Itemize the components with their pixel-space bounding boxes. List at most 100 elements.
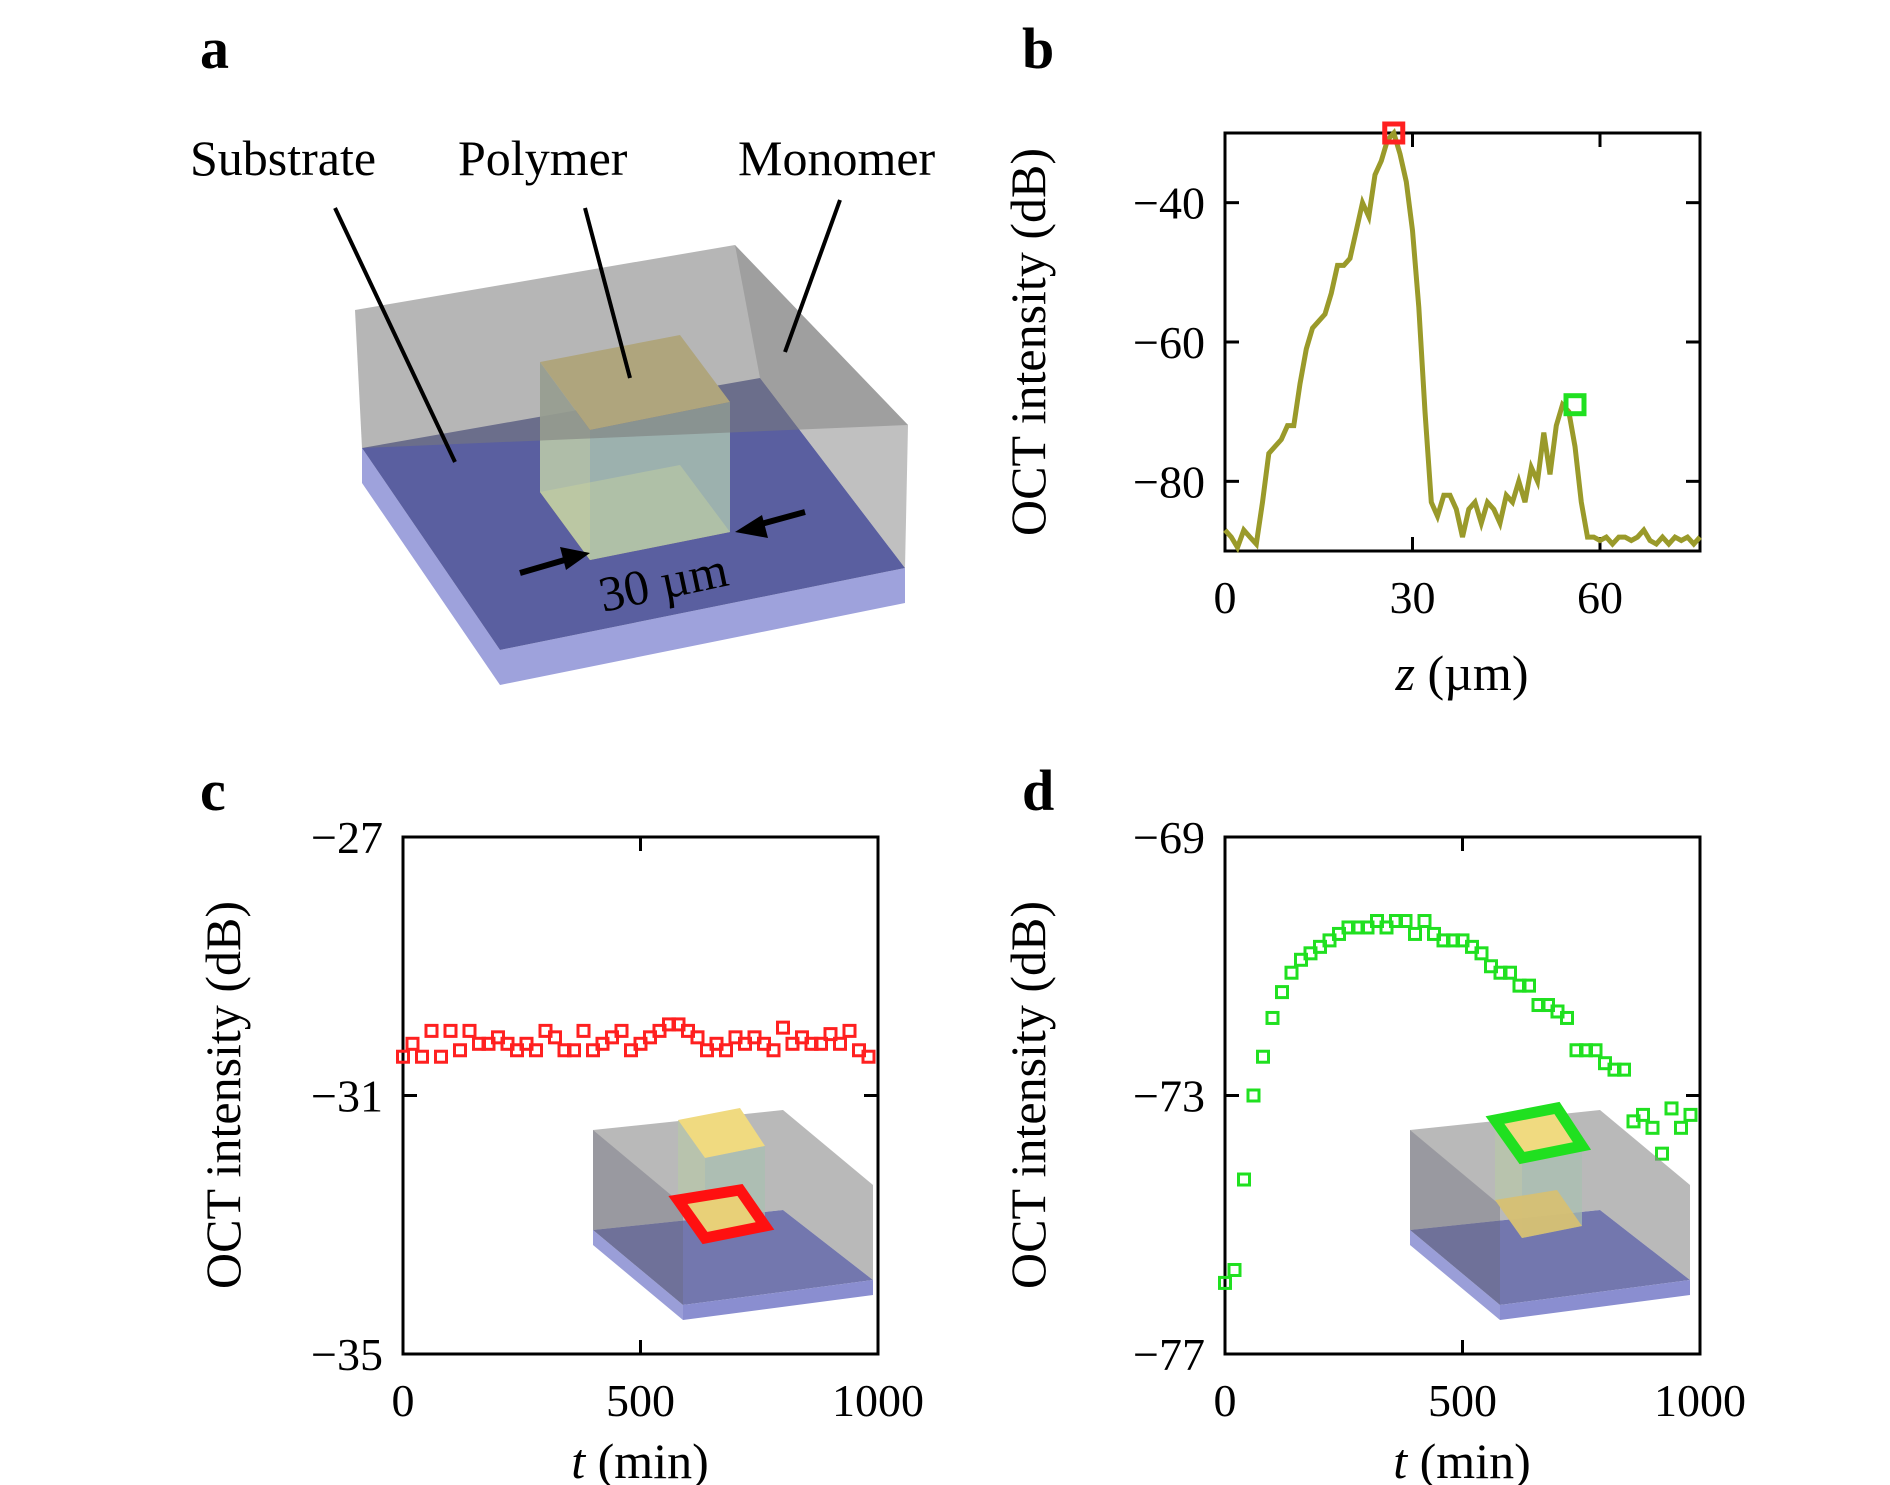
polymer-right-face bbox=[590, 402, 730, 560]
data-point bbox=[861, 1049, 876, 1064]
data-point bbox=[434, 1049, 448, 1064]
panel-b: b 0 30 60 −40 −60 −80 OCT intensity (dB) z (µ… bbox=[1000, 16, 1702, 701]
monomer-leader bbox=[783, 199, 842, 353]
substrate-label: Substrate bbox=[190, 130, 376, 186]
data-point bbox=[614, 1023, 629, 1038]
data-point bbox=[424, 1023, 439, 1038]
panel-a: a Substrate Polymer Monomer 30 µm bbox=[190, 16, 936, 685]
x-tick-label: 1000 bbox=[1654, 1375, 1746, 1426]
x-axis-label-var: t bbox=[1393, 1433, 1408, 1485]
y-tick-label: −77 bbox=[1133, 1329, 1205, 1380]
panel-label-b: b bbox=[1022, 16, 1054, 81]
data-point bbox=[443, 1023, 458, 1038]
inset-cube-c bbox=[593, 1108, 873, 1320]
data-point bbox=[1674, 1120, 1688, 1135]
data-point bbox=[1265, 1010, 1280, 1025]
y-tick-label: −60 bbox=[1133, 317, 1205, 368]
data-point bbox=[1503, 965, 1517, 980]
data-point bbox=[462, 1023, 477, 1038]
x-tick-label: 0 bbox=[1214, 572, 1237, 623]
polymer-label: Polymer bbox=[458, 130, 628, 186]
data-point bbox=[1237, 1172, 1251, 1187]
data-point bbox=[1617, 1062, 1631, 1077]
data-point bbox=[1275, 985, 1289, 1000]
panel-d: d 0 500 1000 −69 −73 −77 OCT intensity (dB) t… bbox=[1000, 758, 1746, 1485]
data-point bbox=[719, 1043, 733, 1058]
data-point bbox=[1256, 1049, 1270, 1064]
monomer-right-face bbox=[735, 245, 908, 568]
data-point bbox=[1645, 1120, 1660, 1135]
dimension-arrow-left bbox=[519, 547, 590, 576]
x-tick-label: 30 bbox=[1390, 572, 1436, 623]
data-point bbox=[1474, 946, 1489, 961]
polymer-leader bbox=[583, 207, 632, 379]
data-point bbox=[1284, 965, 1299, 980]
x-tick-label: 60 bbox=[1577, 572, 1623, 623]
panel-label-d: d bbox=[1022, 758, 1054, 823]
y-tick-label: −27 bbox=[311, 812, 383, 863]
data-point bbox=[1417, 914, 1432, 929]
x-tick-label: 1000 bbox=[832, 1375, 924, 1426]
data-point bbox=[548, 1030, 562, 1045]
data-point bbox=[842, 1023, 857, 1038]
substrate-side-front bbox=[362, 448, 500, 685]
x-axis-label-d: t (min) bbox=[1393, 1433, 1531, 1485]
data-point bbox=[1218, 1275, 1232, 1290]
y-tick-label: −40 bbox=[1133, 178, 1205, 229]
panel-label-c: c bbox=[200, 758, 226, 823]
inset-cube-d bbox=[1410, 1101, 1690, 1320]
data-point bbox=[1636, 1107, 1650, 1122]
data-point bbox=[1683, 1107, 1698, 1122]
data-point bbox=[823, 1027, 838, 1042]
data-point bbox=[396, 1049, 410, 1064]
data-point bbox=[415, 1049, 429, 1064]
x-axis-label-c: t (min) bbox=[571, 1433, 709, 1485]
substrate-leader bbox=[333, 207, 457, 463]
data-point bbox=[405, 1036, 420, 1051]
data-point bbox=[529, 1043, 543, 1058]
x-tick-label: 500 bbox=[1428, 1375, 1497, 1426]
data-point bbox=[1227, 1262, 1242, 1277]
data-point bbox=[1664, 1101, 1679, 1116]
data-point bbox=[690, 1030, 705, 1045]
y-tick-label: −80 bbox=[1133, 456, 1205, 507]
data-point bbox=[567, 1043, 581, 1058]
y-tick-label: −73 bbox=[1133, 1071, 1205, 1122]
y-axis-label-d: OCT intensity (dB) bbox=[1000, 901, 1056, 1289]
x-axis-label-b: z (µm) bbox=[1395, 645, 1529, 701]
data-point bbox=[1408, 926, 1422, 941]
data-point bbox=[1398, 914, 1413, 929]
data-point bbox=[576, 1023, 591, 1038]
y-axis-label-c: OCT intensity (dB) bbox=[195, 901, 251, 1289]
data-point bbox=[776, 1020, 790, 1035]
substrate-side-right bbox=[500, 568, 905, 685]
data-point bbox=[814, 1036, 828, 1051]
y-tick-label: −69 bbox=[1133, 812, 1205, 863]
y-axis-label-b: OCT intensity (dB) bbox=[1000, 148, 1056, 536]
peak-marker bbox=[1382, 121, 1406, 145]
series-line bbox=[1223, 128, 1702, 554]
data-point bbox=[1246, 1088, 1261, 1103]
data-point bbox=[1560, 1010, 1574, 1025]
peak-marker bbox=[1563, 393, 1587, 417]
x-axis-label-unit: (min) bbox=[585, 1433, 709, 1485]
plot-frame-b bbox=[1223, 131, 1702, 553]
y-tick-label: −35 bbox=[311, 1329, 383, 1380]
data-point bbox=[766, 1043, 781, 1058]
x-axis-label-unit: (µm) bbox=[1415, 645, 1529, 701]
x-tick-label: 0 bbox=[392, 1375, 415, 1426]
x-tick-label: 0 bbox=[1214, 1375, 1237, 1426]
data-point bbox=[1655, 1146, 1669, 1161]
inset-top-marker bbox=[1485, 1101, 1592, 1165]
x-axis-label-var: z bbox=[1395, 645, 1415, 701]
y-tick-label: −31 bbox=[311, 1071, 383, 1122]
panel-label-a: a bbox=[200, 16, 229, 81]
data-point bbox=[453, 1043, 467, 1058]
panel-c: c 0 500 1000 −27 −31 −35 OCT intensity (dB) t… bbox=[195, 758, 924, 1485]
data-point bbox=[1522, 978, 1536, 993]
dimension-arrow-right bbox=[735, 509, 806, 538]
data-point bbox=[833, 1036, 847, 1051]
x-axis-label-unit: (min) bbox=[1407, 1433, 1531, 1485]
inset-bottom-marker bbox=[668, 1184, 775, 1245]
